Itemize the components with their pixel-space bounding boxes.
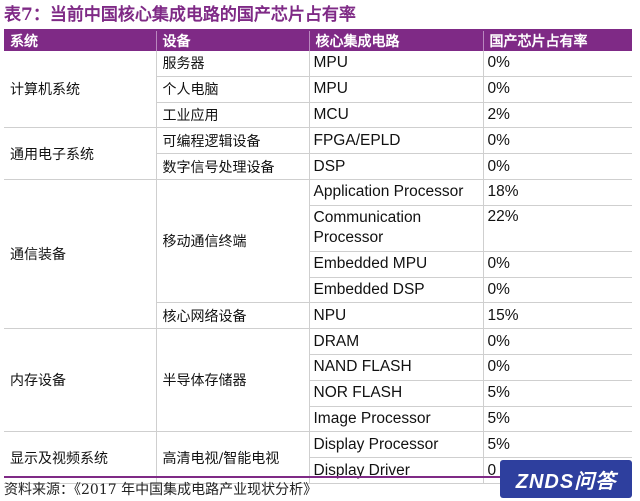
device-cell: 个人电脑 [156,76,310,103]
table-row: Embedded MPU 0% [4,251,632,278]
chip-cell: NPU [309,302,484,330]
header-system: 系统 [4,31,157,51]
system-cell: 计算机系统 [4,51,157,129]
table-row: NAND FLASH 0% [4,354,632,381]
chip-cell: MPU [309,51,484,77]
rate-cell: 15% [483,302,632,330]
chip-cell: MCU [309,102,484,129]
system-cell: 通用电子系统 [4,127,157,180]
rate-cell: 5% [483,406,632,433]
title-rule [4,29,632,31]
table-title: 表7：当前中国核心集成电路的国产芯片占有率 [4,5,356,25]
table-row: 核心网络设备 NPU 15% [4,302,632,330]
chip-cell: Display Processor [309,431,484,459]
rate-cell: 0% [483,76,632,103]
rate-cell: 5% [483,380,632,407]
system-cell: 通信装备 [4,179,157,330]
device-cell: 服务器 [156,51,310,77]
chip-cell: Image Processor [309,406,484,433]
rate-cell: 2% [483,102,632,129]
chip-share-table: 系统 设备 核心集成电路 国产芯片占有率 计算机系统 服务器 MPU 0% 个人… [4,31,632,484]
system-cell: 内存设备 [4,328,157,433]
chip-cell: Communication Processor [309,205,484,252]
device-cell: 高清电视/智能电视 [156,431,310,484]
footer-rule [4,476,632,478]
header-domestic-share: 国产芯片占有率 [483,31,632,51]
table-row: 通用电子系统 可编程逻辑设备 FPGA/EPLD 0% [4,127,632,180]
table-row: 数字信号处理设备 DSP 0% [4,153,632,180]
rate-cell: 22% [483,205,632,252]
chip-cell: MPU [309,76,484,103]
rate-cell: 0% [483,328,632,355]
table-row: Embedded DSP 0% [4,277,632,304]
rate-cell: 18% [483,179,632,206]
rate-cell: 5% [483,431,632,459]
chip-cell: FPGA/EPLD [309,127,484,155]
device-cell: 核心网络设备 [156,302,310,330]
header-row: 系统 设备 核心集成电路 国产芯片占有率 [4,31,632,51]
table-row: 计算机系统 服务器 MPU 0% [4,51,632,129]
chip-cell: DSP [309,153,484,180]
header-device: 设备 [156,31,310,51]
table-row: Communication Processor 22% [4,205,632,252]
rate-cell: 0% [483,354,632,381]
chip-cell: DRAM [309,328,484,355]
header-core-ic: 核心集成电路 [309,31,484,51]
device-cell: 可编程逻辑设备 [156,127,310,155]
chip-cell: NAND FLASH [309,354,484,381]
device-cell: 移动通信终端 [156,179,310,304]
table-row: 内存设备 半导体存储器 DRAM 0% [4,328,632,433]
device-cell: 数字信号处理设备 [156,153,310,180]
rate-cell: 0% [483,51,632,77]
table-row: NOR FLASH 5% [4,380,632,407]
table-row: 工业应用 MCU 2% [4,102,632,129]
chip-cell: NOR FLASH [309,380,484,407]
chip-cell: Application Processor [309,179,484,206]
watermark-logo: ZNDS问答 [500,460,632,498]
table-row: Image Processor 5% [4,406,632,433]
system-cell: 显示及视频系统 [4,431,157,484]
chip-cell: Embedded MPU [309,251,484,278]
source-note: 资料来源：《2017 年中国集成电路产业现状分析》 [4,482,318,498]
device-cell: 工业应用 [156,102,310,129]
device-cell: 半导体存储器 [156,328,310,433]
chip-cell: Embedded DSP [309,277,484,304]
table-row: 个人电脑 MPU 0% [4,76,632,103]
table-row: 通信装备 移动通信终端 Application Processor 18% [4,179,632,330]
table-row: 显示及视频系统 高清电视/智能电视 Display Processor 5% [4,431,632,484]
rate-cell: 0% [483,153,632,180]
rate-cell: 0% [483,127,632,155]
rate-cell: 0% [483,277,632,304]
chip-cell: Display Driver [309,457,484,484]
rate-cell: 0% [483,251,632,278]
